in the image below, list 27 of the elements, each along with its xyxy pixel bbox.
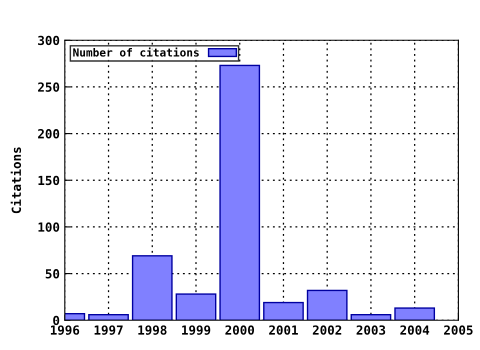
bar [394,307,436,320]
y-tick-label: 0 [53,316,60,326]
x-tick-label: 2003 [356,325,386,335]
x-tick-label: 1996 [50,325,80,335]
bar [132,255,173,320]
bar [219,64,260,320]
y-axis-title: Citations [10,147,22,214]
bar [263,302,304,320]
x-tick-label: 2002 [312,325,342,335]
bar [350,314,392,320]
x-tick-label: 1999 [182,325,210,335]
y-tick-label: 250 [38,82,60,92]
y-tick-label: 50 [46,269,60,279]
bar [306,290,348,320]
x-tick-label: 2005 [444,325,473,335]
x-tick-label: 1998 [138,325,167,335]
y-tick-label: 100 [38,222,60,232]
x-tick-label: 1997 [94,325,123,335]
y-tick-label: 150 [38,176,60,186]
x-tick-label: 2000 [225,325,254,335]
bar [88,314,129,320]
y-tick-label: 300 [38,36,60,46]
x-tick-label: 2004 [400,325,430,335]
bar [176,293,216,320]
legend-label: Number of citations [73,47,199,57]
y-tick-label: 200 [38,129,60,139]
x-tick-label: 2001 [269,325,298,335]
